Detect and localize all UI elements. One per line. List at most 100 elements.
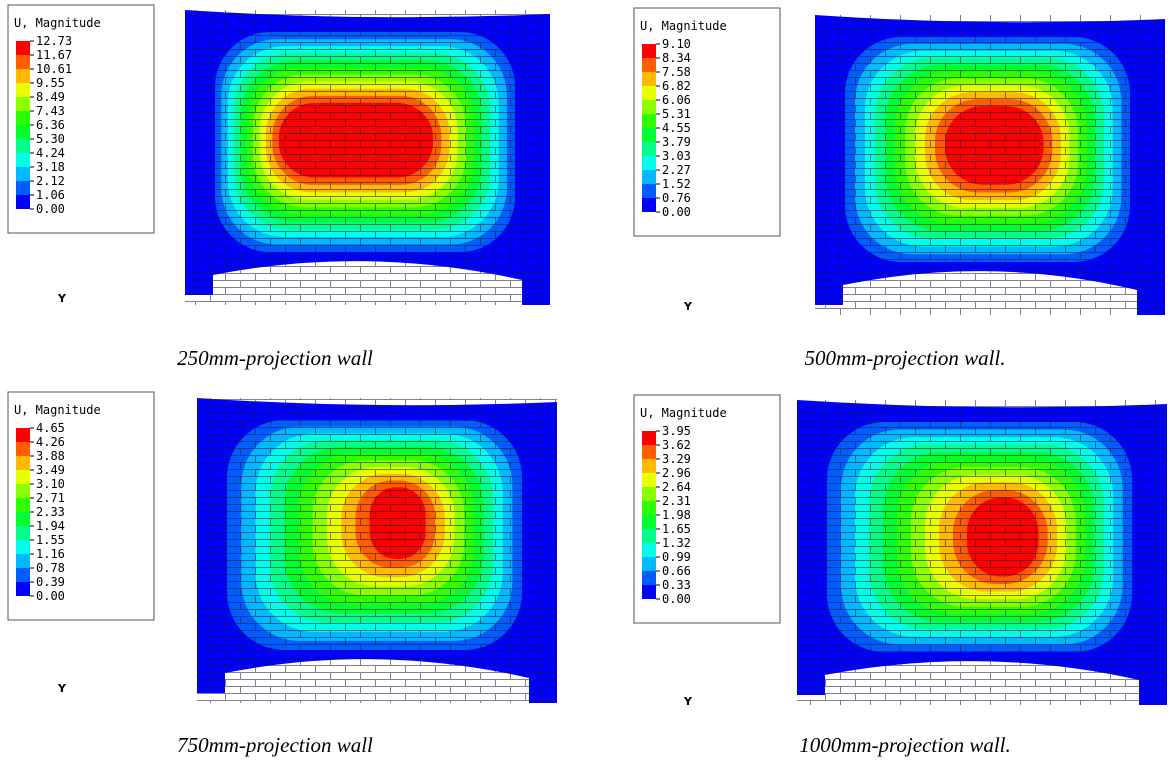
caption: 750mm-projection wall (177, 733, 373, 757)
legend-title: U, Magnitude (14, 16, 101, 30)
legend-swatch (642, 114, 656, 128)
wall (815, 15, 1165, 315)
caption: 500mm-projection wall. (804, 346, 1005, 370)
legend-value: 7.58 (662, 65, 691, 79)
legend-value: 10.61 (36, 62, 72, 76)
legend-value: 0.00 (36, 202, 65, 216)
legend-value: 3.10 (36, 477, 65, 491)
legend-swatch (642, 445, 656, 459)
legend-value: 2.31 (662, 494, 691, 508)
legend-value: 1.16 (36, 547, 65, 561)
legend-title: U, Magnitude (640, 19, 727, 33)
panel: U, Magnitude 12.7311.6710.619.558.497.436… (7, 4, 550, 370)
legend-value: 4.65 (36, 421, 65, 435)
brick-pattern (815, 15, 1165, 315)
legend-value: 0.76 (662, 191, 691, 205)
legend-swatch (642, 170, 656, 184)
legend-swatch (16, 512, 30, 526)
legend-swatch (16, 167, 30, 181)
legend-value: 4.55 (662, 121, 691, 135)
legend-value: 3.29 (662, 452, 691, 466)
legend-swatch (16, 470, 30, 484)
legend-value: 3.79 (662, 135, 691, 149)
legend-value: 1.32 (662, 536, 691, 550)
caption: 250mm-projection wall (177, 346, 373, 370)
legend-swatch (16, 125, 30, 139)
legend-swatch (642, 142, 656, 156)
legend-swatch (642, 198, 656, 212)
legend-title: U, Magnitude (14, 403, 101, 417)
legend-swatch (16, 41, 30, 55)
wall (197, 398, 557, 703)
panel: U, Magnitude 9.108.347.586.826.065.314.55… (633, 7, 1165, 370)
legend-swatch (16, 181, 30, 195)
legend-swatch (642, 557, 656, 571)
legend-value: 1.52 (662, 177, 691, 191)
legend-title: U, Magnitude (640, 406, 727, 420)
wall (797, 400, 1167, 705)
wall (185, 10, 550, 305)
brick-pattern (185, 10, 550, 305)
legend-value: 6.82 (662, 79, 691, 93)
legend-value: 9.55 (36, 76, 65, 90)
brick-pattern (197, 398, 557, 703)
legend-swatch (16, 83, 30, 97)
legend-swatch (642, 459, 656, 473)
legend-swatch (16, 484, 30, 498)
legend-swatch (16, 153, 30, 167)
legend-swatch (16, 55, 30, 69)
legend-swatch (16, 554, 30, 568)
legend-value: 1.94 (36, 519, 65, 533)
legend-swatch (642, 72, 656, 86)
legend-value: 8.49 (36, 90, 65, 104)
legend-swatch (642, 543, 656, 557)
legend-swatch (16, 582, 30, 596)
legend-value: 12.73 (36, 34, 72, 48)
legend-swatch (16, 568, 30, 582)
legend-value: 3.88 (36, 449, 65, 463)
panel: U, Magnitude 4.654.263.883.493.102.712.33… (7, 391, 557, 757)
legend-swatch (16, 442, 30, 456)
legend-swatch (16, 195, 30, 209)
legend-swatch (642, 473, 656, 487)
legend-swatch (642, 515, 656, 529)
legend-value: 0.39 (36, 575, 65, 589)
legend-value: 3.03 (662, 149, 691, 163)
axis-label: Y (57, 682, 67, 695)
legend-swatch (642, 156, 656, 170)
legend-swatch (16, 540, 30, 554)
legend-swatch (642, 100, 656, 114)
legend-swatch (16, 111, 30, 125)
legend-swatch (642, 58, 656, 72)
legend-value: 5.30 (36, 132, 65, 146)
legend-value: 0.00 (36, 589, 65, 603)
legend-value: 6.06 (662, 93, 691, 107)
legend-swatch (642, 529, 656, 543)
panel: U, Magnitude 3.953.623.292.962.642.311.98… (633, 394, 1167, 757)
legend-value: 0.33 (662, 578, 691, 592)
axis-label: Y (683, 300, 693, 313)
legend-value: 0.00 (662, 205, 691, 219)
legend-value: 3.95 (662, 424, 691, 438)
legend-swatch (642, 571, 656, 585)
legend-value: 5.31 (662, 107, 691, 121)
legend-value: 1.65 (662, 522, 691, 536)
legend-swatch (16, 428, 30, 442)
legend-value: 4.26 (36, 435, 65, 449)
legend-swatch (16, 526, 30, 540)
legend-swatch (16, 498, 30, 512)
axis-label: Y (57, 292, 67, 305)
legend-value: 3.18 (36, 160, 65, 174)
legend-value: 2.27 (662, 163, 691, 177)
legend-swatch (642, 501, 656, 515)
legend-value: 2.71 (36, 491, 65, 505)
legend-value: 2.33 (36, 505, 65, 519)
legend-swatch (642, 585, 656, 599)
legend-value: 4.24 (36, 146, 65, 160)
legend-swatch (16, 456, 30, 470)
axis-label: Y (683, 695, 693, 708)
legend-value: 0.99 (662, 550, 691, 564)
legend-swatch (16, 97, 30, 111)
legend-value: 7.43 (36, 104, 65, 118)
